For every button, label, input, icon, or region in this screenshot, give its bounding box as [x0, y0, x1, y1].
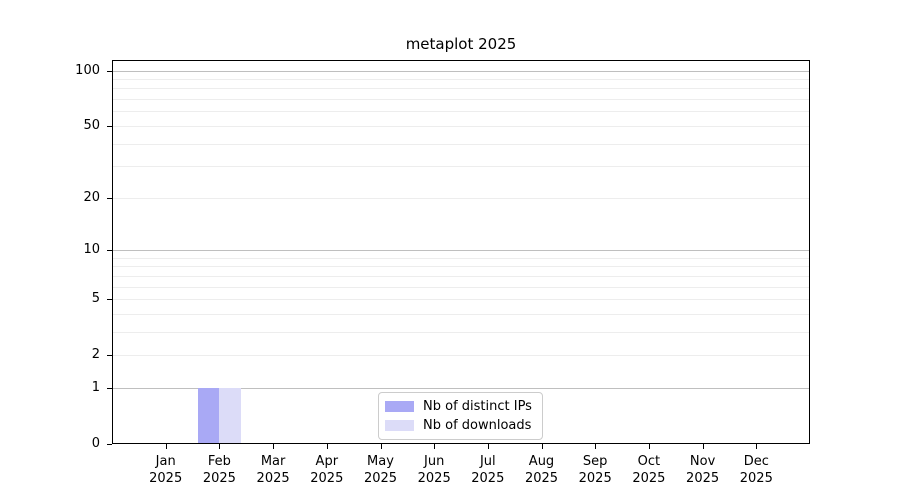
- y-tick-label: 100: [75, 62, 100, 78]
- y-tick-label: 1: [91, 379, 100, 395]
- x-tick-label: Aug 2025: [514, 453, 570, 487]
- x-tick-mark: [219, 444, 221, 449]
- x-tick-year: 2025: [310, 471, 344, 486]
- x-tick-year: 2025: [524, 471, 559, 486]
- y-tick-mark: [107, 249, 112, 251]
- x-tick-mark: [595, 444, 597, 449]
- x-tick-year: 2025: [202, 471, 236, 486]
- x-tick-year: 2025: [256, 471, 290, 486]
- x-tick-month: Aug: [528, 454, 555, 469]
- y-tick-mark: [107, 70, 112, 72]
- y-tick-mark: [107, 299, 112, 300]
- y-tick-label: 5: [91, 291, 100, 306]
- x-tick-mark: [648, 444, 650, 449]
- y-tick-label: 10: [83, 241, 100, 257]
- gridline-minor: [112, 197, 810, 199]
- x-tick-label: Oct 2025: [621, 453, 677, 487]
- x-tick-month: Nov: [689, 454, 716, 469]
- gridline-major: [112, 249, 810, 251]
- gridline-minor: [112, 111, 810, 113]
- x-tick-label: Sep 2025: [567, 453, 623, 487]
- x-tick-label: Jun 2025: [406, 453, 462, 487]
- gridline-minor: [112, 286, 810, 288]
- legend-label-downloads: Nb of downloads: [423, 417, 532, 433]
- x-tick-label: Jul 2025: [460, 453, 516, 487]
- x-tick-label: Apr 2025: [299, 453, 355, 487]
- x-tick-mark: [434, 444, 436, 449]
- x-tick-year: 2025: [686, 471, 720, 486]
- x-tick-month: Oct: [637, 454, 661, 469]
- x-tick-mark: [541, 444, 543, 449]
- gridline-minor: [112, 125, 810, 127]
- y-tick-label: 20: [83, 189, 100, 205]
- x-tick-mark: [273, 444, 275, 449]
- x-tick-year: 2025: [417, 471, 451, 486]
- x-tick-label: Nov 2025: [675, 453, 731, 487]
- y-tick-label: 2: [91, 347, 100, 363]
- x-tick-year: 2025: [149, 471, 183, 486]
- x-tick-year: 2025: [471, 471, 505, 486]
- legend-item-downloads: Nb of downloads: [385, 416, 532, 434]
- gridline-minor: [112, 299, 810, 300]
- legend-label-distinct-ips: Nb of distinct IPs: [423, 398, 532, 414]
- y-tick-mark: [107, 444, 112, 445]
- gridline-minor: [112, 166, 810, 168]
- x-tick-month: Sep: [582, 454, 608, 469]
- gridline-major: [112, 387, 810, 389]
- gridline-minor: [112, 266, 810, 268]
- x-tick-month: May: [367, 454, 394, 469]
- x-tick-mark: [756, 444, 758, 449]
- gridline-minor: [112, 257, 810, 259]
- x-tick-year: 2025: [632, 471, 666, 486]
- gridline-minor: [112, 78, 810, 80]
- x-tick-year: 2025: [363, 471, 398, 486]
- x-tick-mark: [165, 444, 167, 449]
- plot-area: [112, 60, 810, 444]
- x-tick-year: 2025: [739, 471, 773, 486]
- x-tick-mark: [380, 444, 382, 449]
- plot-frame: [112, 60, 810, 444]
- x-tick-label: Feb 2025: [191, 453, 247, 487]
- gridline-minor: [112, 88, 810, 90]
- x-tick-month: Jul: [479, 454, 496, 469]
- x-tick-year: 2025: [578, 471, 612, 486]
- x-tick-month: Apr: [315, 454, 339, 469]
- x-tick-label: Mar 2025: [245, 453, 301, 487]
- x-tick-mark: [326, 444, 328, 449]
- gridline-minor: [112, 331, 810, 333]
- gridline-minor: [112, 355, 810, 357]
- y-tick-mark: [107, 197, 112, 199]
- x-tick-label: Dec 2025: [728, 453, 784, 487]
- x-tick-mark: [702, 444, 704, 449]
- x-tick-month: Jan: [155, 454, 176, 469]
- x-tick-label: Jan 2025: [138, 453, 194, 487]
- gridline-major: [112, 70, 810, 72]
- gridline-minor: [112, 275, 810, 277]
- chart-title: metaplot 2025: [405, 35, 517, 53]
- bar-distinct-ips: [197, 387, 220, 444]
- gridline-minor: [112, 313, 810, 315]
- legend-swatch-downloads: [385, 419, 414, 431]
- legend-swatch-distinct-ips: [385, 400, 414, 412]
- x-tick-month: Dec: [743, 454, 769, 469]
- y-tick-mark: [107, 355, 112, 357]
- gridline-minor: [112, 99, 810, 100]
- y-tick-label: 0: [91, 436, 100, 451]
- y-tick-mark: [107, 387, 112, 389]
- legend-item-distinct-ips: Nb of distinct IPs: [385, 397, 532, 415]
- y-tick-mark: [107, 125, 112, 127]
- legend: Nb of distinct IPs Nb of downloads: [378, 392, 543, 440]
- x-tick-month: Feb: [207, 454, 231, 469]
- gridline-minor: [112, 143, 810, 145]
- x-tick-month: Mar: [260, 454, 286, 469]
- x-tick-month: Jun: [424, 454, 445, 469]
- bar-downloads: [219, 387, 241, 444]
- x-tick-label: May 2025: [353, 453, 409, 487]
- x-tick-mark: [487, 444, 489, 449]
- y-tick-label: 50: [83, 117, 100, 133]
